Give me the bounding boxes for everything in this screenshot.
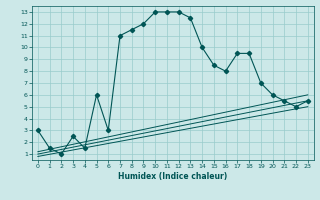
X-axis label: Humidex (Indice chaleur): Humidex (Indice chaleur) bbox=[118, 172, 228, 181]
